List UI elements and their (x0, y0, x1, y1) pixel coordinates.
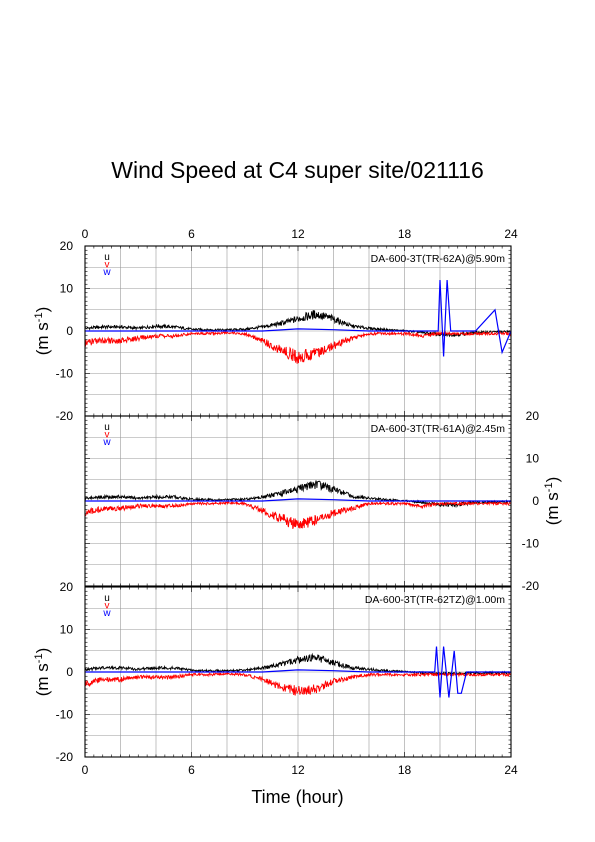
legend-label-u: u (104, 252, 110, 263)
x-tick-label: 24 (504, 763, 518, 777)
y-tick-label: 20 (60, 580, 74, 594)
series-v-line (84, 500, 512, 529)
y-tick-label: -10 (56, 708, 74, 722)
panel-top: DA-600-3T(TR-62A)@5.90m uvw 20 10 0 -10 -20 (m … (33, 227, 518, 423)
y-tick-label: 0 (532, 494, 539, 508)
x-tick-label-top: 6 (188, 227, 195, 241)
series-u-line (84, 652, 512, 677)
panel-frame (84, 586, 512, 758)
station-label: DA-600-3T(TR-61A)@2.45m (371, 423, 506, 435)
figure-title: Wind Speed at C4 super site/021116 (111, 157, 484, 183)
legend-label-v: v (105, 260, 110, 271)
legend-label-v: v (105, 430, 110, 441)
legend-label-w: w (102, 608, 111, 619)
y-tick-label: 20 (60, 239, 74, 253)
y-axis-label: (m s-1) (543, 477, 562, 526)
x-tick-label-top: 0 (82, 227, 89, 241)
y-tick-label: 10 (60, 282, 74, 296)
panel-frame (84, 415, 512, 587)
x-tick-label-top: 24 (504, 227, 518, 241)
y-tick-label: 0 (66, 665, 73, 679)
series-w-line (85, 498, 511, 502)
station-label: DA-600-3T(TR-62A)@5.90m (371, 253, 506, 265)
y-tick-label: 10 (526, 452, 540, 466)
series-w-line (85, 646, 511, 698)
y-axis-label: (m s-1) (33, 307, 52, 356)
y-tick-label: 0 (66, 324, 73, 338)
y-tick-label: -10 (522, 537, 540, 551)
y-tick-label: -20 (56, 750, 74, 764)
y-tick-label: -20 (56, 409, 74, 423)
x-tick-label-top: 18 (398, 227, 412, 241)
legend-label-v: v (105, 601, 110, 612)
x-tick-label: 0 (82, 763, 89, 777)
legend-label-w: w (102, 267, 111, 278)
legend-label-u: u (104, 422, 110, 433)
series-v-line (84, 330, 512, 364)
series-w-line (85, 279, 512, 357)
y-tick-label: 10 (60, 623, 74, 637)
panel-middle: DA-600-3T(TR-61A)@2.45m uvw 20 10 0 -10 -20 (m … (84, 409, 562, 593)
x-tick-label: 6 (188, 763, 195, 777)
x-tick-label: 18 (398, 763, 412, 777)
x-axis-label: Time (hour) (251, 787, 343, 807)
y-tick-label: -20 (522, 579, 540, 593)
legend-label-w: w (102, 437, 111, 448)
y-axis-label: (m s-1) (33, 648, 52, 697)
panel-bottom: DA-600-3T(TR-62TZ)@1.00m uvw 20 10 0 -10 -20 (m… (33, 580, 518, 777)
x-tick-label-top: 12 (291, 227, 305, 241)
y-tick-label: -10 (56, 367, 74, 381)
legend-label-u: u (104, 593, 110, 604)
panels: DA-600-3T(TR-62A)@5.90muvw20100-10-20(m … (33, 227, 562, 777)
x-tick-label: 12 (291, 763, 305, 777)
station-label: DA-600-3T(TR-62TZ)@1.00m (365, 594, 505, 606)
series-v-line (84, 671, 512, 696)
y-tick-label: 20 (526, 409, 540, 423)
